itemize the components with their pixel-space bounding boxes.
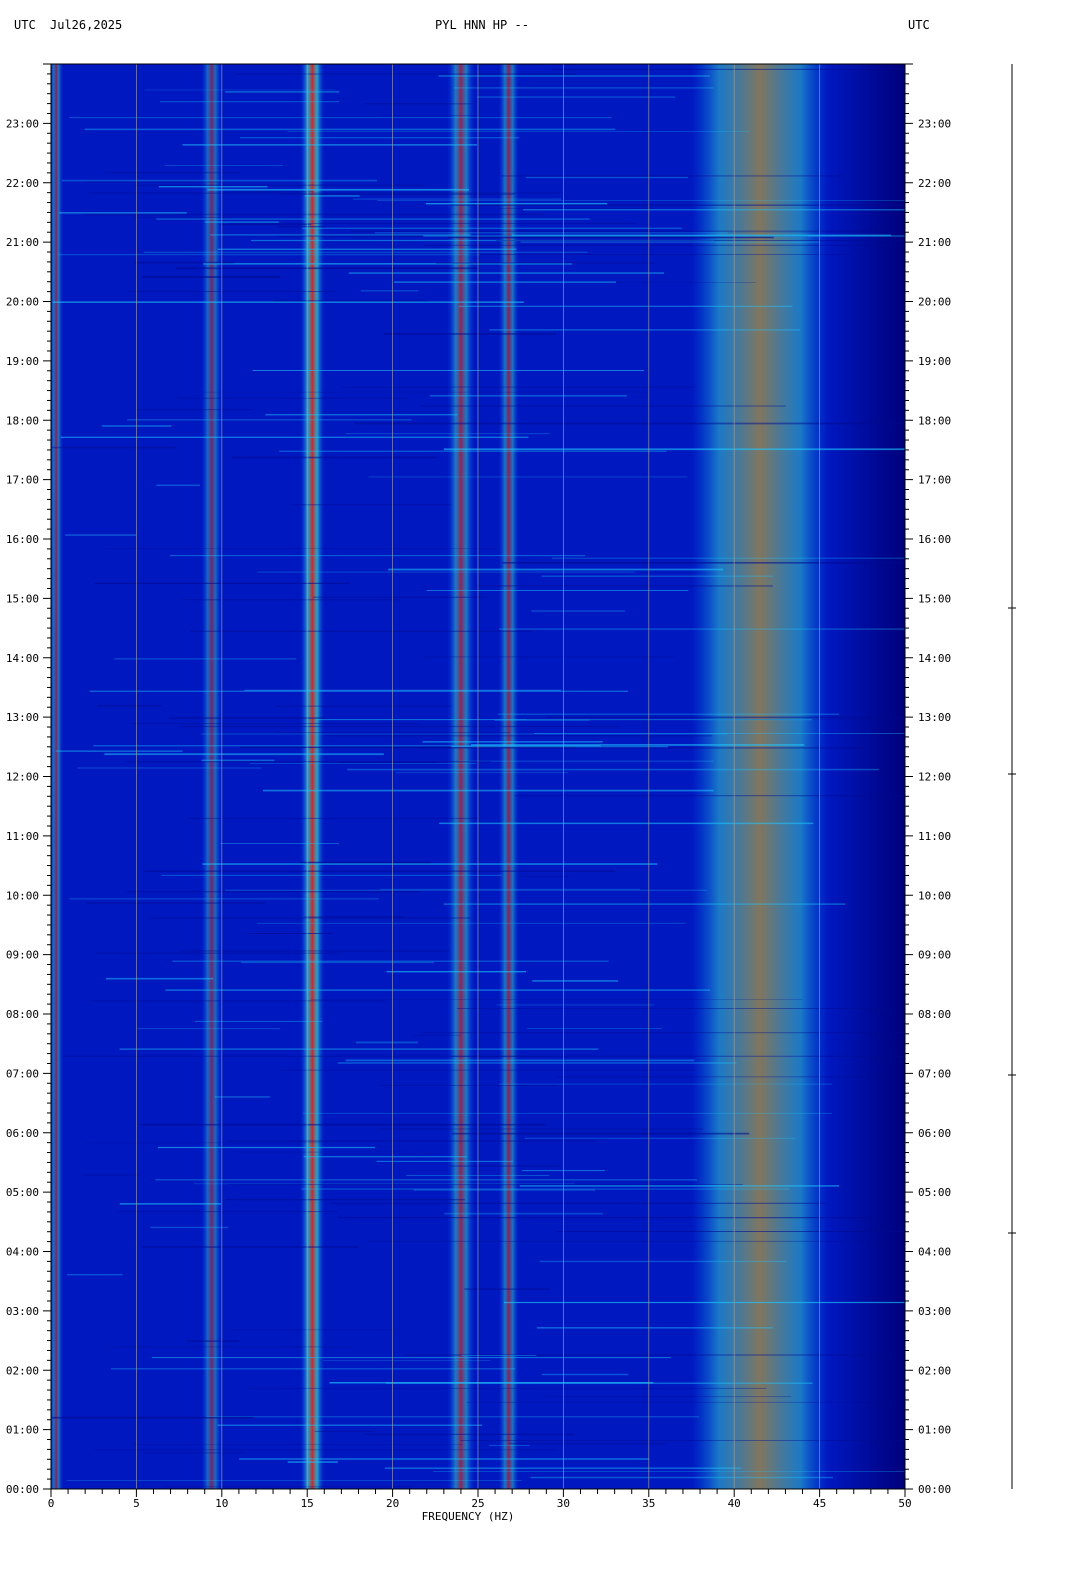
y-tick-label-right: 20:00: [918, 296, 951, 309]
y-tick-label-right: 19:00: [918, 355, 951, 368]
y-tick-label-left: 19:00: [6, 355, 39, 368]
y-tick-label-left: 11:00: [6, 830, 39, 843]
y-tick-label-right: 02:00: [918, 1364, 951, 1377]
x-axis-title: FREQUENCY (HZ): [422, 1510, 515, 1523]
x-tick-label: 40: [728, 1497, 741, 1510]
x-tick-label: 10: [215, 1497, 228, 1510]
y-tick-label-left: 06:00: [6, 1127, 39, 1140]
y-tick-label-left: 04:00: [6, 1246, 39, 1259]
y-tick-label-right: 10:00: [918, 889, 951, 902]
y-tick-label-right: 11:00: [918, 830, 951, 843]
y-tick-label-right: 22:00: [918, 177, 951, 190]
y-tick-label-left: 17:00: [6, 474, 39, 487]
y-tick-label-right: 04:00: [918, 1246, 951, 1259]
spectral-band-0: [49, 64, 63, 1489]
header-left-tz: UTC: [14, 18, 36, 32]
y-tick-label-right: 09:00: [918, 949, 951, 962]
y-tick-label-right: 01:00: [918, 1424, 951, 1437]
high-frequency-rolloff: [828, 64, 905, 1489]
y-tick-label-right: 05:00: [918, 1186, 951, 1199]
y-tick-label-left: 12:00: [6, 771, 39, 784]
y-tick-label-left: 01:00: [6, 1424, 39, 1437]
y-tick-label-left: 08:00: [6, 1008, 39, 1021]
y-tick-label-right: 03:00: [918, 1305, 951, 1318]
x-tick-label: 30: [557, 1497, 570, 1510]
y-tick-label-right: 15:00: [918, 592, 951, 605]
y-tick-label-left: 20:00: [6, 296, 39, 309]
x-tick-label: 50: [898, 1497, 911, 1510]
spectral-band-3: [447, 64, 475, 1489]
x-tick-label: 15: [301, 1497, 314, 1510]
y-tick-label-left: 07:00: [6, 1067, 39, 1080]
y-tick-label-left: 14:00: [6, 652, 39, 665]
y-tick-label-right: 07:00: [918, 1067, 951, 1080]
y-tick-label-right: 12:00: [918, 771, 951, 784]
x-tick-label: 0: [48, 1497, 55, 1510]
y-tick-label-right: 08:00: [918, 1008, 951, 1021]
x-tick-label: 35: [642, 1497, 655, 1510]
x-tick-label: 45: [813, 1497, 826, 1510]
y-tick-label-right: 06:00: [918, 1127, 951, 1140]
y-tick-label-left: 09:00: [6, 949, 39, 962]
y-tick-label-left: 02:00: [6, 1364, 39, 1377]
y-tick-label-left: 21:00: [6, 236, 39, 249]
header-right-tz: UTC: [908, 18, 930, 32]
y-tick-label-left: 13:00: [6, 711, 39, 724]
y-tick-label-left: 23:00: [6, 117, 39, 130]
y-tick-label-right: 13:00: [918, 711, 951, 724]
y-tick-label-left: 15:00: [6, 592, 39, 605]
plot-area: [49, 63, 905, 1489]
y-tick-label-left: 05:00: [6, 1186, 39, 1199]
y-tick-label-right: 16:00: [918, 533, 951, 546]
y-tick-label-left: 22:00: [6, 177, 39, 190]
y-tick-label-left: 03:00: [6, 1305, 39, 1318]
y-tick-label-right: 21:00: [918, 236, 951, 249]
y-tick-label-left: 18:00: [6, 414, 39, 427]
y-tick-label-left: 00:00: [6, 1483, 39, 1496]
y-tick-label-left: 10:00: [6, 889, 39, 902]
x-tick-label: 25: [471, 1497, 484, 1510]
overlay: 0 5 10 15 20 25 30 35 40 45 50 FREQUENCY (HZ) 00:00 0…: [6, 63, 1016, 1523]
spectral-band-2: [300, 64, 325, 1489]
y-tick-label-left: 16:00: [6, 533, 39, 546]
spectral-band-5: [691, 64, 829, 1489]
spectral-band-4: [498, 64, 519, 1489]
y-tick-label-right: 23:00: [918, 117, 951, 130]
y-tick-label-right: 00:00: [918, 1483, 951, 1496]
y-tick-label-right: 14:00: [918, 652, 951, 665]
x-tick-label: 5: [133, 1497, 140, 1510]
header-date: Jul26,2025: [50, 18, 123, 32]
spectral-band-1: [201, 64, 222, 1489]
header-title: PYL HNN HP --: [435, 18, 529, 32]
y-tick-label-right: 18:00: [918, 414, 951, 427]
x-tick-label: 20: [386, 1497, 399, 1510]
y-tick-label-right: 17:00: [918, 474, 951, 487]
